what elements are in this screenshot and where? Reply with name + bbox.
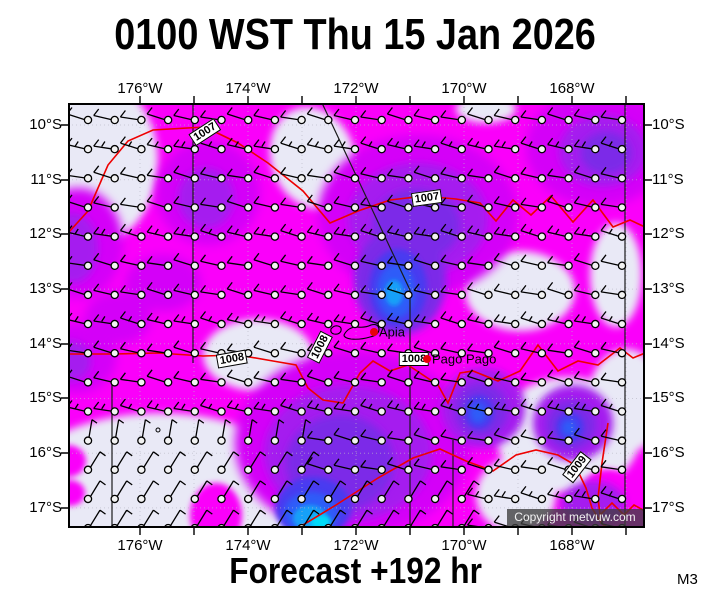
lon-label-bottom-1: 174°W <box>225 537 271 554</box>
lat-label-right-3: 13°S <box>652 279 685 297</box>
lat-label-right-6: 16°S <box>652 443 685 461</box>
lat-label-right-1: 11°S <box>652 170 684 188</box>
isobar-lines <box>70 126 643 526</box>
city-label-pago-pago: Pago Pago <box>432 351 497 367</box>
model-id-label: M3 <box>677 571 698 588</box>
copyright-badge: Copyright metvuw.com <box>507 509 643 526</box>
lon-label-top-1: 174°W <box>225 80 271 97</box>
lat-label-right-4: 14°S <box>652 334 685 352</box>
lat-label-right-0: 10°S <box>652 115 685 133</box>
lat-label-left-6: 16°S <box>29 443 62 461</box>
lon-label-bottom-0: 176°W <box>117 537 163 554</box>
wind-barbs <box>70 107 627 526</box>
lon-label-bottom-4: 168°W <box>549 537 595 554</box>
precip-field <box>70 105 643 526</box>
lon-label-top-4: 168°W <box>549 80 595 97</box>
lat-label-left-4: 14°S <box>29 334 62 352</box>
map-clip: 1007 1007 1008 1008 1008 1009 Apia Pago Pago Co… <box>70 105 643 526</box>
city-label-apia: Apia <box>379 324 406 340</box>
lat-label-left-5: 15°S <box>29 388 62 406</box>
page-title: 0100 WST Thu 15 Jan 2026 <box>114 10 597 59</box>
isobar-label-4: 1008 <box>398 352 430 366</box>
lon-label-bottom-2: 172°W <box>333 537 379 554</box>
lat-label-left-3: 13°S <box>29 279 62 297</box>
lat-label-left-7: 17°S <box>29 498 62 516</box>
lon-label-bottom-3: 170°W <box>441 537 487 554</box>
forecast-label: Forecast +192 hr <box>229 550 482 591</box>
map-panel: 1007 1007 1008 1008 1008 1009 Apia Pago Pago Co… <box>68 103 645 528</box>
lat-label-right-2: 12°S <box>652 224 685 242</box>
city-dot-pago-pago <box>423 355 431 363</box>
lat-label-left-2: 12°S <box>29 224 62 242</box>
lat-label-left-0: 10°S <box>29 115 62 133</box>
lat-label-right-5: 15°S <box>652 388 685 406</box>
lat-label-left-1: 11°S <box>30 170 62 188</box>
lon-label-top-2: 172°W <box>333 80 379 97</box>
lon-label-top-3: 170°W <box>441 80 487 97</box>
lat-label-right-7: 17°S <box>652 498 685 516</box>
city-dot-apia <box>370 328 378 336</box>
lon-label-top-0: 176°W <box>117 80 163 97</box>
